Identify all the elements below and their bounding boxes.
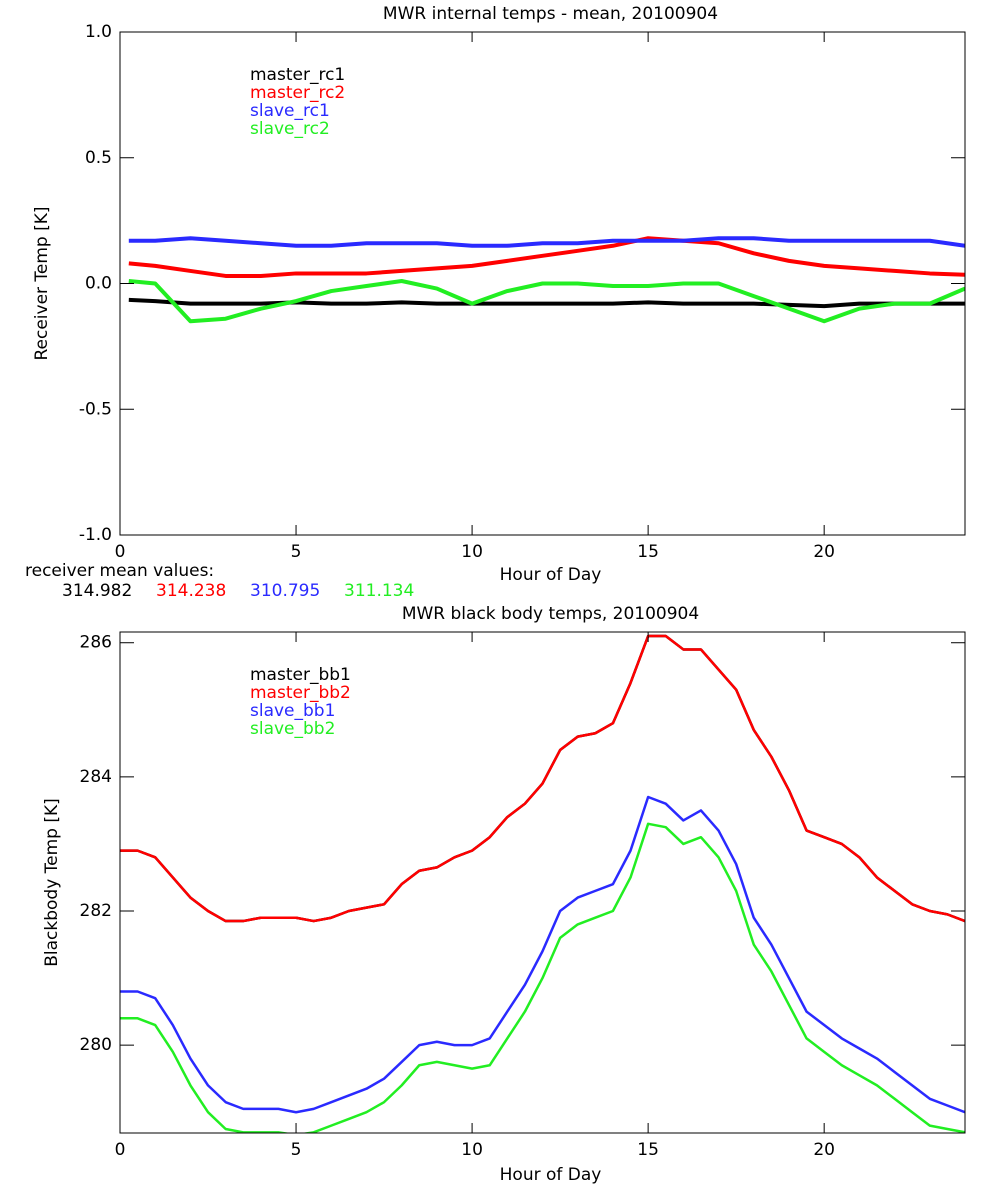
mean-value: 314.982 [62, 581, 132, 601]
series-line [120, 634, 965, 923]
y-tick-label: 1.0 [85, 22, 112, 42]
y-tick-label: 0.5 [85, 148, 112, 168]
x-axis-label: Hour of Day [500, 1165, 602, 1185]
x-tick-label: 5 [291, 1140, 302, 1160]
x-tick-label: 10 [461, 542, 483, 562]
y-axis-label: Blackbody Temp [K] [42, 798, 62, 967]
series-line [128, 236, 965, 278]
series-line [128, 278, 965, 324]
x-axis-label: Hour of Day [500, 565, 602, 585]
mean-values-label: receiver mean values: [25, 561, 214, 581]
legend-entry: slave_rc1 [250, 101, 330, 121]
series-line [120, 822, 965, 1133]
x-tick-label: 0 [115, 542, 126, 562]
y-tick-label: 286 [80, 633, 112, 653]
x-tick-label: 15 [637, 542, 659, 562]
y-tick-label: -1.0 [79, 525, 112, 545]
legend-entry: slave_bb1 [250, 701, 335, 721]
x-tick-label: 10 [461, 1140, 483, 1160]
y-tick-label: 284 [80, 767, 112, 787]
x-tick-label: 5 [291, 542, 302, 562]
legend-entry: master_bb2 [250, 683, 351, 703]
mean-value: 314.238 [156, 581, 226, 601]
legend-entry: master_bb1 [250, 665, 351, 685]
series-line [128, 297, 965, 309]
series-line [128, 236, 965, 248]
legend-entry: master_rc2 [250, 83, 345, 103]
mean-value: 310.795 [250, 581, 320, 601]
x-tick-label: 15 [637, 1140, 659, 1160]
legend-entry: master_rc1 [250, 65, 345, 85]
legend-entry: slave_bb2 [250, 719, 335, 739]
y-axis-label: Receiver Temp [K] [32, 206, 52, 360]
chart-title: MWR black body temps, 20100904 [402, 604, 699, 624]
chart-title: MWR internal temps - mean, 20100904 [383, 4, 718, 24]
mean-value: 311.134 [344, 581, 414, 601]
y-tick-label: -0.5 [79, 399, 112, 419]
y-tick-label: 0.0 [85, 274, 112, 294]
plot-frame [119, 631, 966, 1134]
y-tick-label: 282 [80, 901, 112, 921]
x-tick-label: 0 [115, 1140, 126, 1160]
x-tick-label: 20 [813, 1140, 835, 1160]
x-tick-label: 20 [813, 542, 835, 562]
legend-entry: slave_rc2 [250, 119, 330, 139]
y-tick-label: 280 [80, 1035, 112, 1055]
series-line [120, 795, 965, 1114]
